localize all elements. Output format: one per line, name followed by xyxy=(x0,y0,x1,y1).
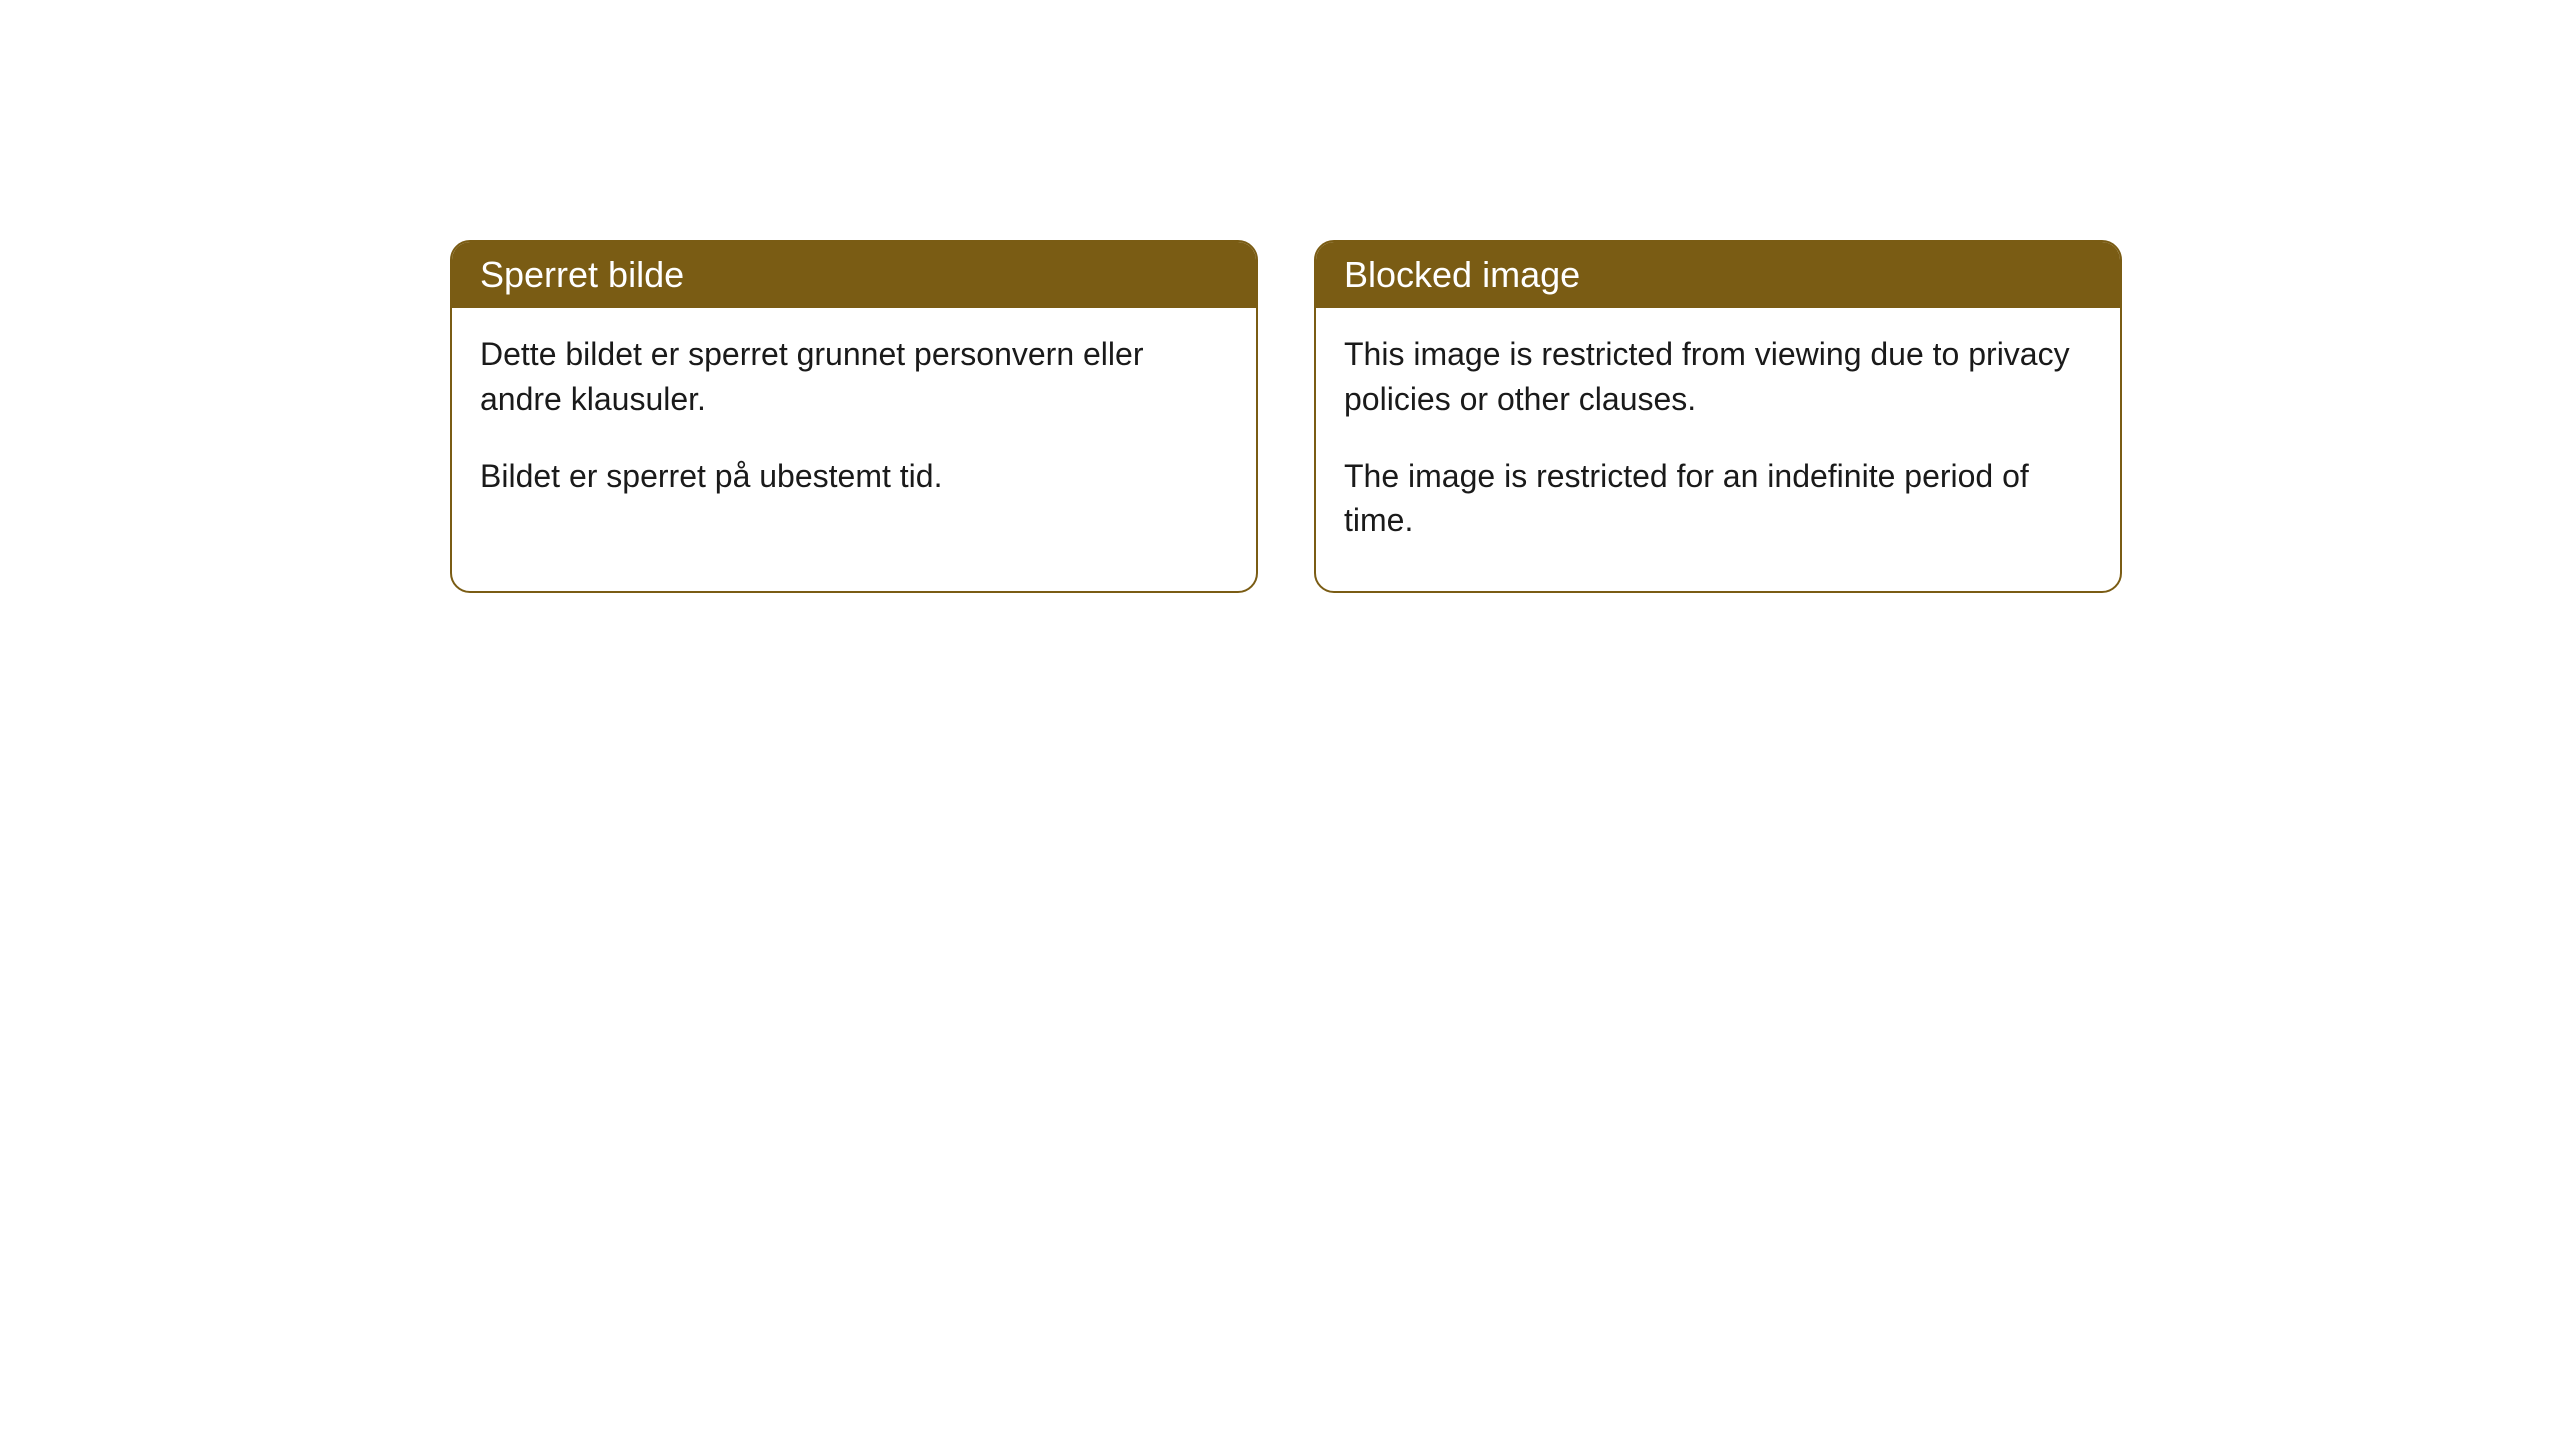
card-para1-norwegian: Dette bildet er sperret grunnet personve… xyxy=(480,332,1228,422)
card-para2-norwegian: Bildet er sperret på ubestemt tid. xyxy=(480,454,1228,499)
card-norwegian: Sperret bilde Dette bildet er sperret gr… xyxy=(450,240,1258,593)
card-english: Blocked image This image is restricted f… xyxy=(1314,240,2122,593)
card-para2-english: The image is restricted for an indefinit… xyxy=(1344,454,2092,544)
card-body-english: This image is restricted from viewing du… xyxy=(1316,308,2120,591)
card-header-english: Blocked image xyxy=(1316,242,2120,308)
card-para1-english: This image is restricted from viewing du… xyxy=(1344,332,2092,422)
card-title-english: Blocked image xyxy=(1344,254,1580,295)
card-body-norwegian: Dette bildet er sperret grunnet personve… xyxy=(452,308,1256,546)
card-title-norwegian: Sperret bilde xyxy=(480,254,684,295)
cards-container: Sperret bilde Dette bildet er sperret gr… xyxy=(450,240,2560,593)
card-header-norwegian: Sperret bilde xyxy=(452,242,1256,308)
